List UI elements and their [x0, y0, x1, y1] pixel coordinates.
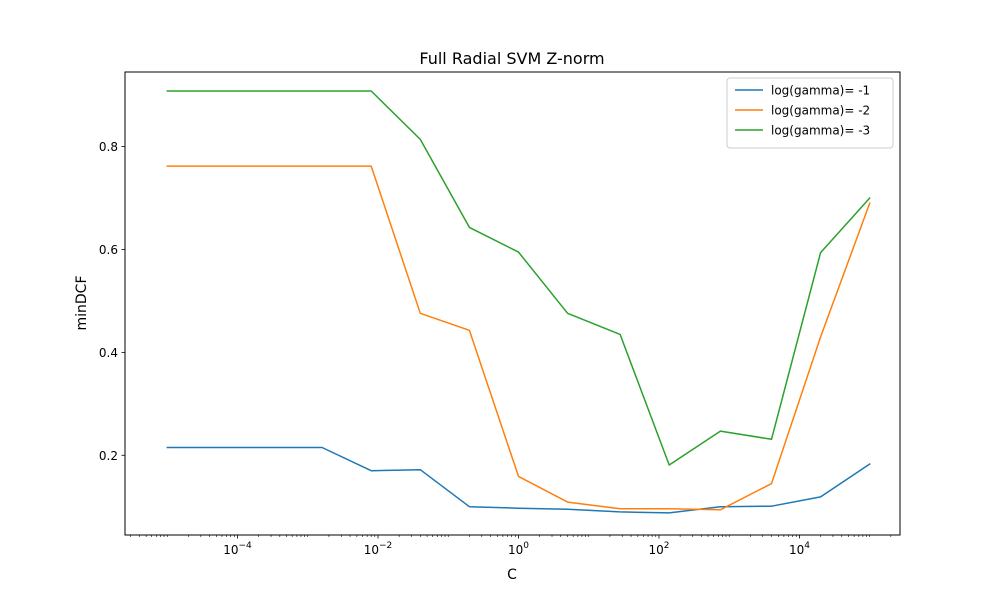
x-tick-label-exponent: −4 [239, 541, 253, 551]
x-tick-label-exponent: 0 [523, 541, 529, 551]
legend-box [726, 77, 894, 149]
chart-title: Full Radial SVM Z-norm [419, 49, 604, 68]
y-tick-label: 0.2 [99, 449, 118, 463]
x-tick-label-base: 10 [789, 543, 804, 557]
x-tick-label: 10−4 [223, 541, 252, 557]
x-tick-label-exponent: −2 [379, 541, 392, 551]
series-line-3 [166, 90, 871, 466]
x-axis-ticks: 10−4 10−2 100 102 104 [130, 535, 892, 557]
x-tick-label-base: 10 [223, 543, 238, 557]
legend-label-2: log(gamma)= -2 [771, 104, 870, 118]
x-axis-label: C [507, 567, 517, 583]
series-layer [166, 90, 871, 514]
y-axis-label: minDCF [74, 275, 90, 330]
y-tick-label: 0.4 [99, 346, 118, 360]
y-tick-label: 0.8 [99, 140, 118, 154]
x-tick-label-base: 10 [648, 543, 663, 557]
series-line-2 [166, 165, 871, 511]
x-tick-label-exponent: 4 [804, 541, 810, 551]
x-tick-label-exponent: 2 [664, 541, 670, 551]
legend-label-3: log(gamma)= -3 [771, 124, 870, 138]
x-tick-label-base: 10 [508, 543, 523, 557]
legend: log(gamma)= -1 log(gamma)= -2 log(gamma)= … [726, 77, 894, 149]
plot-frame [124, 71, 901, 536]
y-axis-ticks: 0.2 0.4 0.6 0.8 [99, 140, 125, 463]
x-tick-label: 100 [508, 541, 529, 557]
y-tick-label: 0.6 [99, 243, 118, 257]
x-tick-label: 104 [789, 541, 810, 557]
x-tick-label: 10−2 [364, 541, 393, 557]
x-tick-label-base: 10 [364, 543, 379, 557]
legend-label-1: log(gamma)= -1 [771, 84, 870, 98]
series-line-1 [166, 446, 871, 514]
x-tick-label: 102 [648, 541, 669, 557]
